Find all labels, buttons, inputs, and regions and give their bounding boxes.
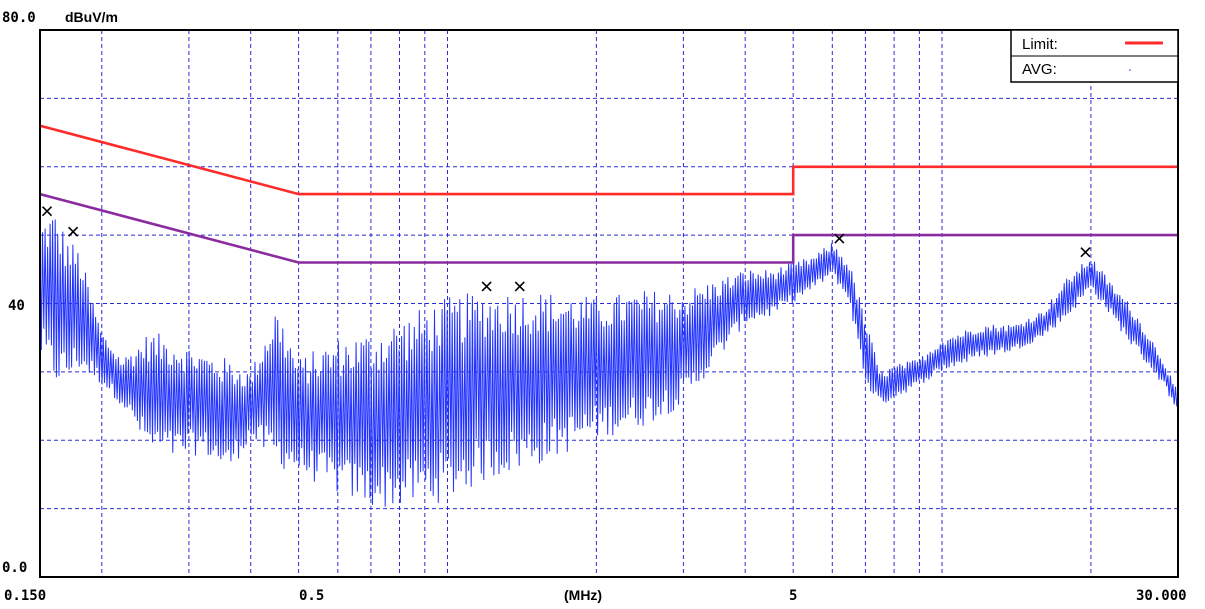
x-tick-label-0: 0.150 <box>4 588 46 604</box>
legend-entry-avg: AVG: <box>1022 61 1057 78</box>
peak-markers <box>41 206 1091 292</box>
peak-marker <box>41 206 53 217</box>
peak-marker <box>68 226 79 237</box>
x-axis-label: (MHz) <box>564 587 602 603</box>
peak-marker <box>514 281 525 292</box>
y-tick-label-mid: 40 <box>8 298 25 314</box>
x-tick-label-1: 0.5 <box>299 588 324 604</box>
plot-frame <box>39 29 1179 578</box>
peak-marker <box>481 281 492 292</box>
y-tick-label-top: 80.0 <box>2 10 36 26</box>
y-tick-label-bottom: 0.0 <box>2 560 27 576</box>
legend: Limit: AVG: <box>1010 29 1179 83</box>
peak-marker <box>834 233 845 244</box>
series-limit-line <box>39 124 1178 196</box>
grid <box>40 30 1178 577</box>
series-trace-line <box>39 219 1179 507</box>
x-tick-label-3: 30.000 <box>1136 588 1187 604</box>
x-tick-label-2: 5 <box>789 588 797 604</box>
series-layer <box>39 124 1179 507</box>
legend-swatch-avg <box>1129 69 1131 71</box>
legend-entry-limit: Limit: <box>1022 36 1058 53</box>
series-avg_limit-line <box>39 192 1178 264</box>
peak-marker <box>1080 247 1091 258</box>
y-axis-unit: dBuV/m <box>65 9 118 25</box>
